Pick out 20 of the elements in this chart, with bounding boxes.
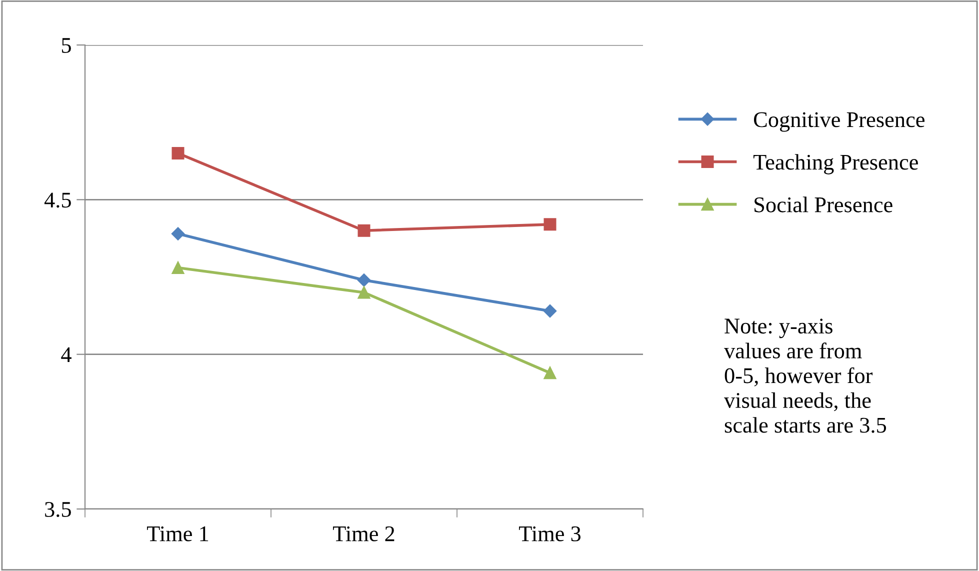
y-tick-label: 4.5 — [44, 192, 71, 208]
y-tick-label: 3.5 — [45, 502, 71, 518]
legend-label: Teaching Presence — [753, 154, 918, 174]
point — [544, 366, 556, 380]
x-tick-label: Time 3 — [519, 526, 581, 542]
legend-label: Social Presence — [754, 196, 892, 212]
point — [544, 218, 556, 231]
point — [171, 227, 185, 240]
x-tick-label: Time 1 — [147, 526, 208, 542]
point — [358, 286, 370, 299]
legend-label: Cognitive Presence — [754, 112, 924, 132]
point — [172, 147, 184, 160]
text: Note: y-axis values are from 0-5, however for visual needs, the scale starts are 3.5 — [724, 318, 886, 433]
point — [357, 274, 371, 287]
point — [358, 224, 370, 237]
y-tick-label: 4 — [61, 347, 72, 362]
point — [172, 261, 184, 274]
y-tick-label: 5 — [62, 38, 71, 53]
point — [543, 304, 557, 318]
x-tick-label: Time 2 — [333, 526, 394, 542]
